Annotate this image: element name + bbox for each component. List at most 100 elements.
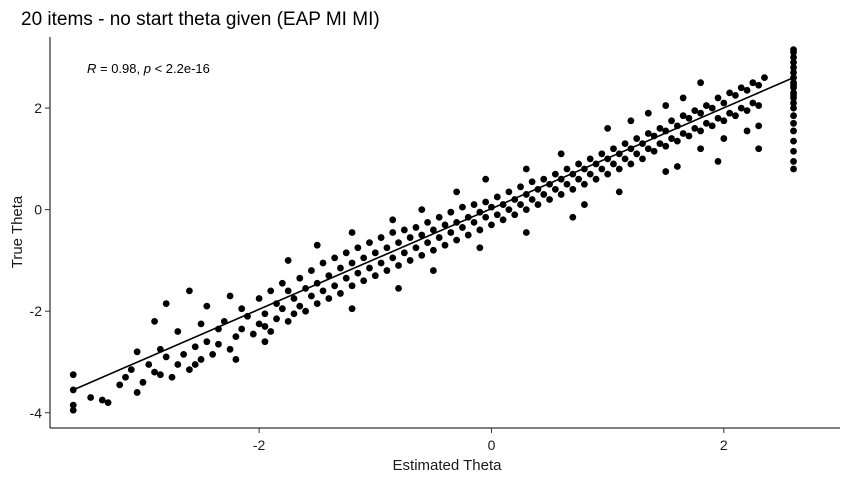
data-point bbox=[424, 218, 431, 226]
data-point bbox=[342, 274, 350, 282]
data-point bbox=[551, 170, 559, 178]
data-point bbox=[267, 328, 275, 335]
data-point bbox=[720, 135, 728, 142]
data-point bbox=[389, 254, 397, 262]
data-point bbox=[569, 185, 577, 193]
data-point bbox=[383, 244, 391, 252]
p-value: < 2.2e-16 bbox=[151, 61, 210, 76]
data-point bbox=[517, 183, 524, 191]
data-point bbox=[424, 239, 431, 247]
data-point bbox=[319, 287, 327, 295]
data-point bbox=[389, 229, 397, 236]
data-point bbox=[505, 206, 513, 214]
data-point bbox=[697, 145, 704, 153]
data-point bbox=[732, 112, 739, 120]
data-point bbox=[273, 315, 280, 323]
data-point bbox=[366, 264, 373, 272]
data-point bbox=[755, 122, 763, 130]
data-point bbox=[528, 178, 536, 186]
x-tick-label: 2 bbox=[720, 437, 728, 453]
data-point bbox=[98, 396, 106, 404]
p-symbol: p bbox=[143, 61, 151, 76]
data-point bbox=[354, 269, 362, 277]
y-tick-label: 0 bbox=[34, 202, 42, 218]
data-point bbox=[69, 371, 77, 379]
data-point bbox=[209, 350, 217, 358]
data-point bbox=[186, 366, 193, 374]
data-point bbox=[168, 373, 176, 381]
data-point bbox=[464, 231, 472, 239]
data-point bbox=[162, 353, 170, 361]
data-point bbox=[790, 165, 797, 173]
data-point bbox=[348, 259, 356, 267]
regression-line bbox=[72, 76, 794, 391]
data-point bbox=[406, 257, 414, 264]
data-point bbox=[517, 201, 524, 208]
data-point bbox=[133, 389, 141, 396]
data-point bbox=[737, 104, 745, 112]
data-point bbox=[151, 368, 158, 376]
data-point bbox=[215, 340, 222, 348]
data-point bbox=[534, 201, 542, 208]
data-point bbox=[313, 300, 321, 307]
data-point bbox=[755, 81, 763, 89]
data-point bbox=[714, 94, 722, 102]
data-point bbox=[575, 175, 583, 183]
data-point bbox=[470, 218, 478, 226]
data-point bbox=[238, 305, 246, 313]
data-point bbox=[557, 150, 565, 158]
data-point bbox=[191, 361, 199, 368]
data-point bbox=[726, 109, 734, 117]
data-point bbox=[790, 46, 797, 54]
data-point bbox=[743, 107, 751, 115]
data-point bbox=[325, 295, 333, 302]
data-point bbox=[395, 284, 402, 292]
data-point bbox=[790, 99, 797, 107]
data-point bbox=[296, 274, 304, 282]
data-point bbox=[174, 328, 182, 335]
data-point bbox=[755, 102, 763, 109]
data-point bbox=[284, 257, 292, 264]
data-point bbox=[459, 203, 466, 211]
data-point bbox=[685, 114, 693, 122]
data-point bbox=[551, 185, 559, 193]
data-point bbox=[302, 307, 309, 315]
data-point bbox=[604, 170, 612, 178]
data-point bbox=[69, 401, 77, 409]
data-point bbox=[633, 150, 641, 158]
data-point bbox=[790, 53, 797, 61]
data-point bbox=[180, 350, 188, 358]
data-point bbox=[581, 201, 588, 208]
data-point bbox=[656, 140, 664, 148]
data-point bbox=[400, 226, 408, 234]
data-point bbox=[708, 122, 716, 130]
data-point bbox=[441, 221, 449, 229]
y-tick-label: -4 bbox=[30, 405, 43, 421]
data-point bbox=[226, 292, 234, 300]
data-point bbox=[290, 310, 298, 318]
y-tick-label: -2 bbox=[30, 303, 43, 319]
data-point bbox=[162, 300, 170, 307]
data-point bbox=[418, 206, 426, 214]
data-point bbox=[331, 282, 339, 290]
data-point bbox=[331, 254, 339, 262]
data-point bbox=[610, 145, 617, 153]
data-point bbox=[197, 356, 205, 363]
data-point bbox=[627, 160, 635, 168]
data-point bbox=[348, 229, 356, 236]
data-point bbox=[522, 165, 530, 173]
data-point bbox=[197, 320, 205, 328]
data-point bbox=[621, 140, 629, 148]
data-point bbox=[702, 102, 710, 109]
data-point bbox=[441, 241, 449, 249]
data-point bbox=[720, 117, 728, 125]
data-point bbox=[488, 221, 495, 229]
data-point bbox=[116, 381, 124, 389]
data-point bbox=[232, 333, 240, 340]
data-point bbox=[743, 86, 751, 94]
data-point bbox=[650, 147, 658, 155]
data-point bbox=[482, 175, 490, 183]
data-point bbox=[238, 325, 246, 333]
data-point bbox=[790, 91, 797, 99]
